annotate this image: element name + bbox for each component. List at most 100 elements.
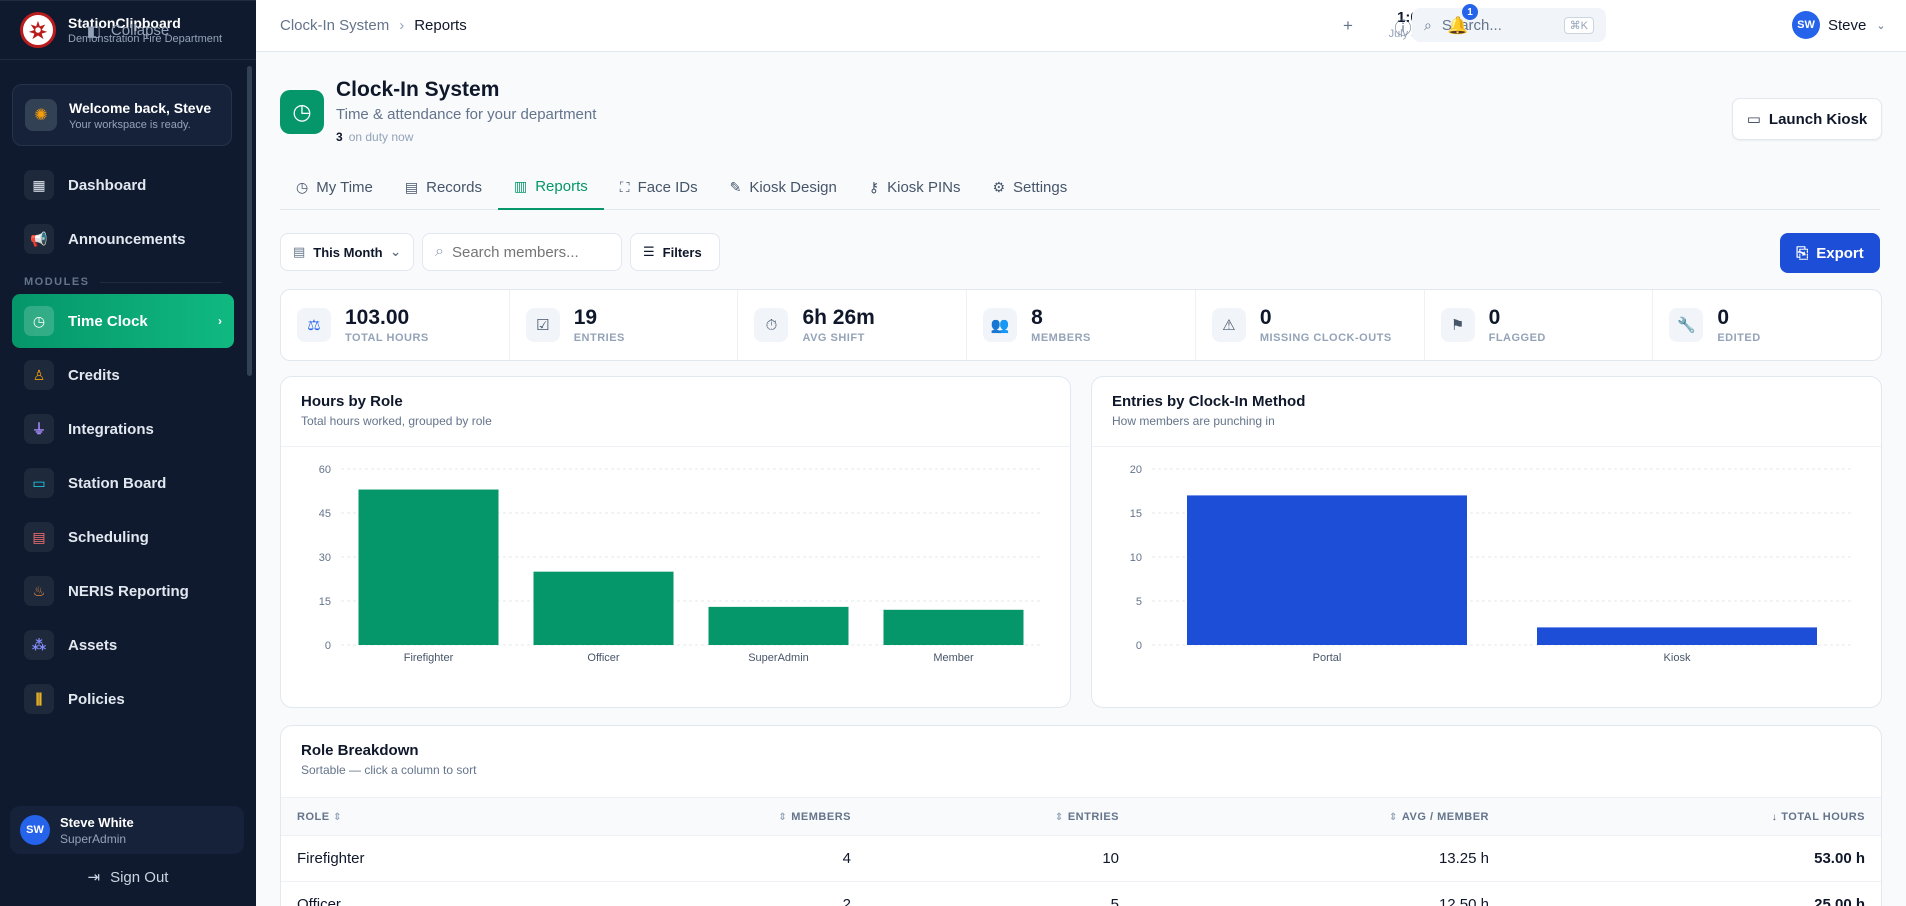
cell-role: Firefighter [297, 850, 365, 867]
tab-label: Kiosk Design [749, 178, 837, 196]
hours-by-role-chart: 0 15 30 45 60 Firefighter Officer SuperAdmin Mem… [319, 464, 1041, 664]
bar[interactable] [533, 571, 674, 645]
column-header-total-hours[interactable]: ↓ TOTAL HOURS [1489, 811, 1865, 823]
brand-name: StationClipboard [68, 14, 181, 31]
gear-icon: ⚙ [992, 178, 1006, 195]
card-title: Hours by Role [301, 393, 403, 410]
column-label: TOTAL HOURS [1781, 810, 1865, 823]
collapse-button[interactable]: ◧ Collapse [0, 0, 256, 60]
tab-settings[interactable]: ⚙ Settings [976, 164, 1083, 210]
sidebar-item-assets[interactable]: ⁂ Assets [12, 618, 234, 672]
tab-reports[interactable]: ▥ Reports [497, 164, 604, 210]
user-role: SuperAdmin [60, 831, 127, 846]
bar[interactable] [708, 606, 849, 645]
sidebar-item-time-clock[interactable]: ◷ Time Clock › [12, 294, 234, 348]
on-duty-label: on duty now [348, 130, 414, 144]
tab-my-time[interactable]: ◷ My Time [280, 164, 389, 210]
export-button[interactable]: ⎘ Export [1780, 233, 1880, 273]
x-tick-label: Member [933, 652, 974, 664]
sidebar-item-label: Scheduling [68, 528, 149, 546]
scale-icon: ⚖ [297, 308, 331, 342]
breadcrumb-item[interactable]: Clock-In System [280, 17, 390, 34]
chevron-right-icon: › [399, 17, 405, 34]
column-header-role[interactable]: ROLE ⇕ [281, 811, 581, 823]
launch-kiosk-button[interactable]: ▭ Launch Kiosk [1732, 98, 1882, 140]
sidebar-item-label: Credits [68, 366, 120, 384]
y-tick-label: 30 [319, 552, 331, 564]
bar[interactable] [1537, 627, 1817, 645]
filters-button[interactable]: ☰ Filters [630, 233, 720, 271]
sidebar-item-policies[interactable]: ⫼ Policies [12, 672, 234, 726]
member-search[interactable]: ⌕ [422, 233, 622, 271]
search-icon: ⌕ [435, 243, 444, 260]
tab-face-ids[interactable]: ⛶ Face IDs [604, 164, 714, 210]
sidebar-item-station-board[interactable]: ▭ Station Board [12, 456, 234, 510]
tab-kiosk-pins[interactable]: ⚷ Kiosk PINs [853, 164, 977, 210]
page-title: Clock-In System [336, 78, 500, 101]
x-tick-label: Firefighter [404, 652, 454, 664]
stat-entries: ☑ 19 ENTRIES [510, 290, 739, 360]
sign-out-button[interactable]: ⇥ Sign Out [0, 862, 256, 892]
bar[interactable] [358, 489, 499, 645]
card-header: Entries by Clock-In Method How members a… [1092, 377, 1881, 447]
table-row[interactable]: Officer 2 5 12.50 h 25.00 h [281, 882, 1881, 906]
global-search[interactable]: ⌕ Search... ⌘K [1412, 8, 1606, 42]
sidebar-item-dashboard[interactable]: ▦ Dashboard [12, 158, 234, 212]
search-icon: ⌕ [1424, 16, 1432, 33]
face-scan-icon: ⛶ [619, 178, 630, 195]
bar[interactable] [883, 609, 1024, 645]
user-first-name: Steve [1828, 16, 1867, 34]
sidebar-item-integrations[interactable]: ⏚ Integrations [12, 402, 234, 456]
sidebar-item-scheduling[interactable]: ▤ Scheduling [12, 510, 234, 564]
user-card[interactable]: SW Steve White SuperAdmin [10, 806, 244, 854]
chevron-down-icon: ⌄ [390, 244, 401, 259]
monitor-icon: ▭ [1746, 111, 1761, 128]
stat-label: MEMBERS [1031, 332, 1091, 344]
period-label: This Month [313, 244, 383, 260]
sidebar-item-label: Assets [68, 636, 118, 654]
stat-label: FLAGGED [1488, 332, 1546, 344]
stat-label: EDITED [1717, 332, 1761, 344]
role-breakdown-table: ROLE ⇕ ⇕ MEMBERS ⇕ ENTRIES ⇕ AVG / MEMBER ↓… [281, 798, 1881, 906]
user-menu[interactable]: SW Steve ⌄ [1792, 11, 1886, 39]
sidebar-scrollbar[interactable] [247, 66, 252, 376]
member-search-input[interactable] [451, 243, 602, 261]
sidebar: StationClipboard Demonstration Fire Depa… [0, 0, 256, 906]
sidebar-item-announcements[interactable]: 📢 Announcements [12, 212, 234, 266]
bell-icon: 🔔 [1447, 16, 1469, 35]
column-header-avg-member[interactable]: ⇕ AVG / MEMBER [1119, 811, 1489, 823]
sidebar-collapse-icon: ◧ [86, 22, 101, 40]
column-header-entries[interactable]: ⇕ ENTRIES [851, 811, 1119, 823]
add-button[interactable]: + [1336, 14, 1360, 38]
clock-icon: ◷ [280, 90, 324, 134]
stat-flagged: ⚑ 0 FLAGGED [1425, 290, 1654, 360]
stat-value: 0 [1717, 306, 1729, 329]
avatar: SW [1792, 11, 1820, 39]
tab-label: Kiosk PINs [887, 178, 961, 196]
bar[interactable] [1187, 495, 1467, 645]
sidebar-nav: ▦ Dashboard 📢 Announcements MODULES ◷ Ti… [12, 158, 234, 726]
tab-label: My Time [316, 178, 373, 196]
notification-badge: 1 [1462, 4, 1478, 20]
notifications-button[interactable]: 🔔 1 [1446, 4, 1478, 38]
help-button[interactable]: ⓘ [1391, 14, 1415, 38]
page-subtitle: Time & attendance for your department [336, 106, 597, 123]
sort-down-icon: ↓ [1771, 811, 1778, 823]
sidebar-item-credits[interactable]: ♙ Credits [12, 348, 234, 402]
card-subtitle: Sortable — click a column to sort [301, 763, 477, 777]
column-header-members[interactable]: ⇕ MEMBERS [581, 811, 851, 823]
sidebar-item-label: Station Board [68, 474, 167, 492]
entries-by-method-chart: 0 5 10 15 20 Portal Kiosk [1130, 464, 1852, 664]
brand[interactable]: StationClipboard Demonstration Fire Depa… [0, 0, 256, 60]
tab-kiosk-design[interactable]: ✎ Kiosk Design [714, 164, 853, 210]
file-export-icon: ⎘ [1796, 244, 1809, 262]
table-row[interactable]: Firefighter 4 10 13.25 h 53.00 h [281, 836, 1881, 882]
tab-records[interactable]: ▤ Records [389, 164, 498, 210]
stat-value: 103.00 [345, 306, 410, 329]
welcome-card: ✺ Welcome back, Steve Your workspace is … [12, 84, 232, 146]
stat-value: 19 [573, 306, 598, 329]
sidebar-item-neris-reporting[interactable]: ♨ NERIS Reporting [12, 564, 234, 618]
period-select[interactable]: ▤ This Month ⌄ [280, 233, 414, 271]
library-icon: ⫼ [24, 684, 54, 714]
y-tick-label: 20 [1130, 464, 1142, 476]
